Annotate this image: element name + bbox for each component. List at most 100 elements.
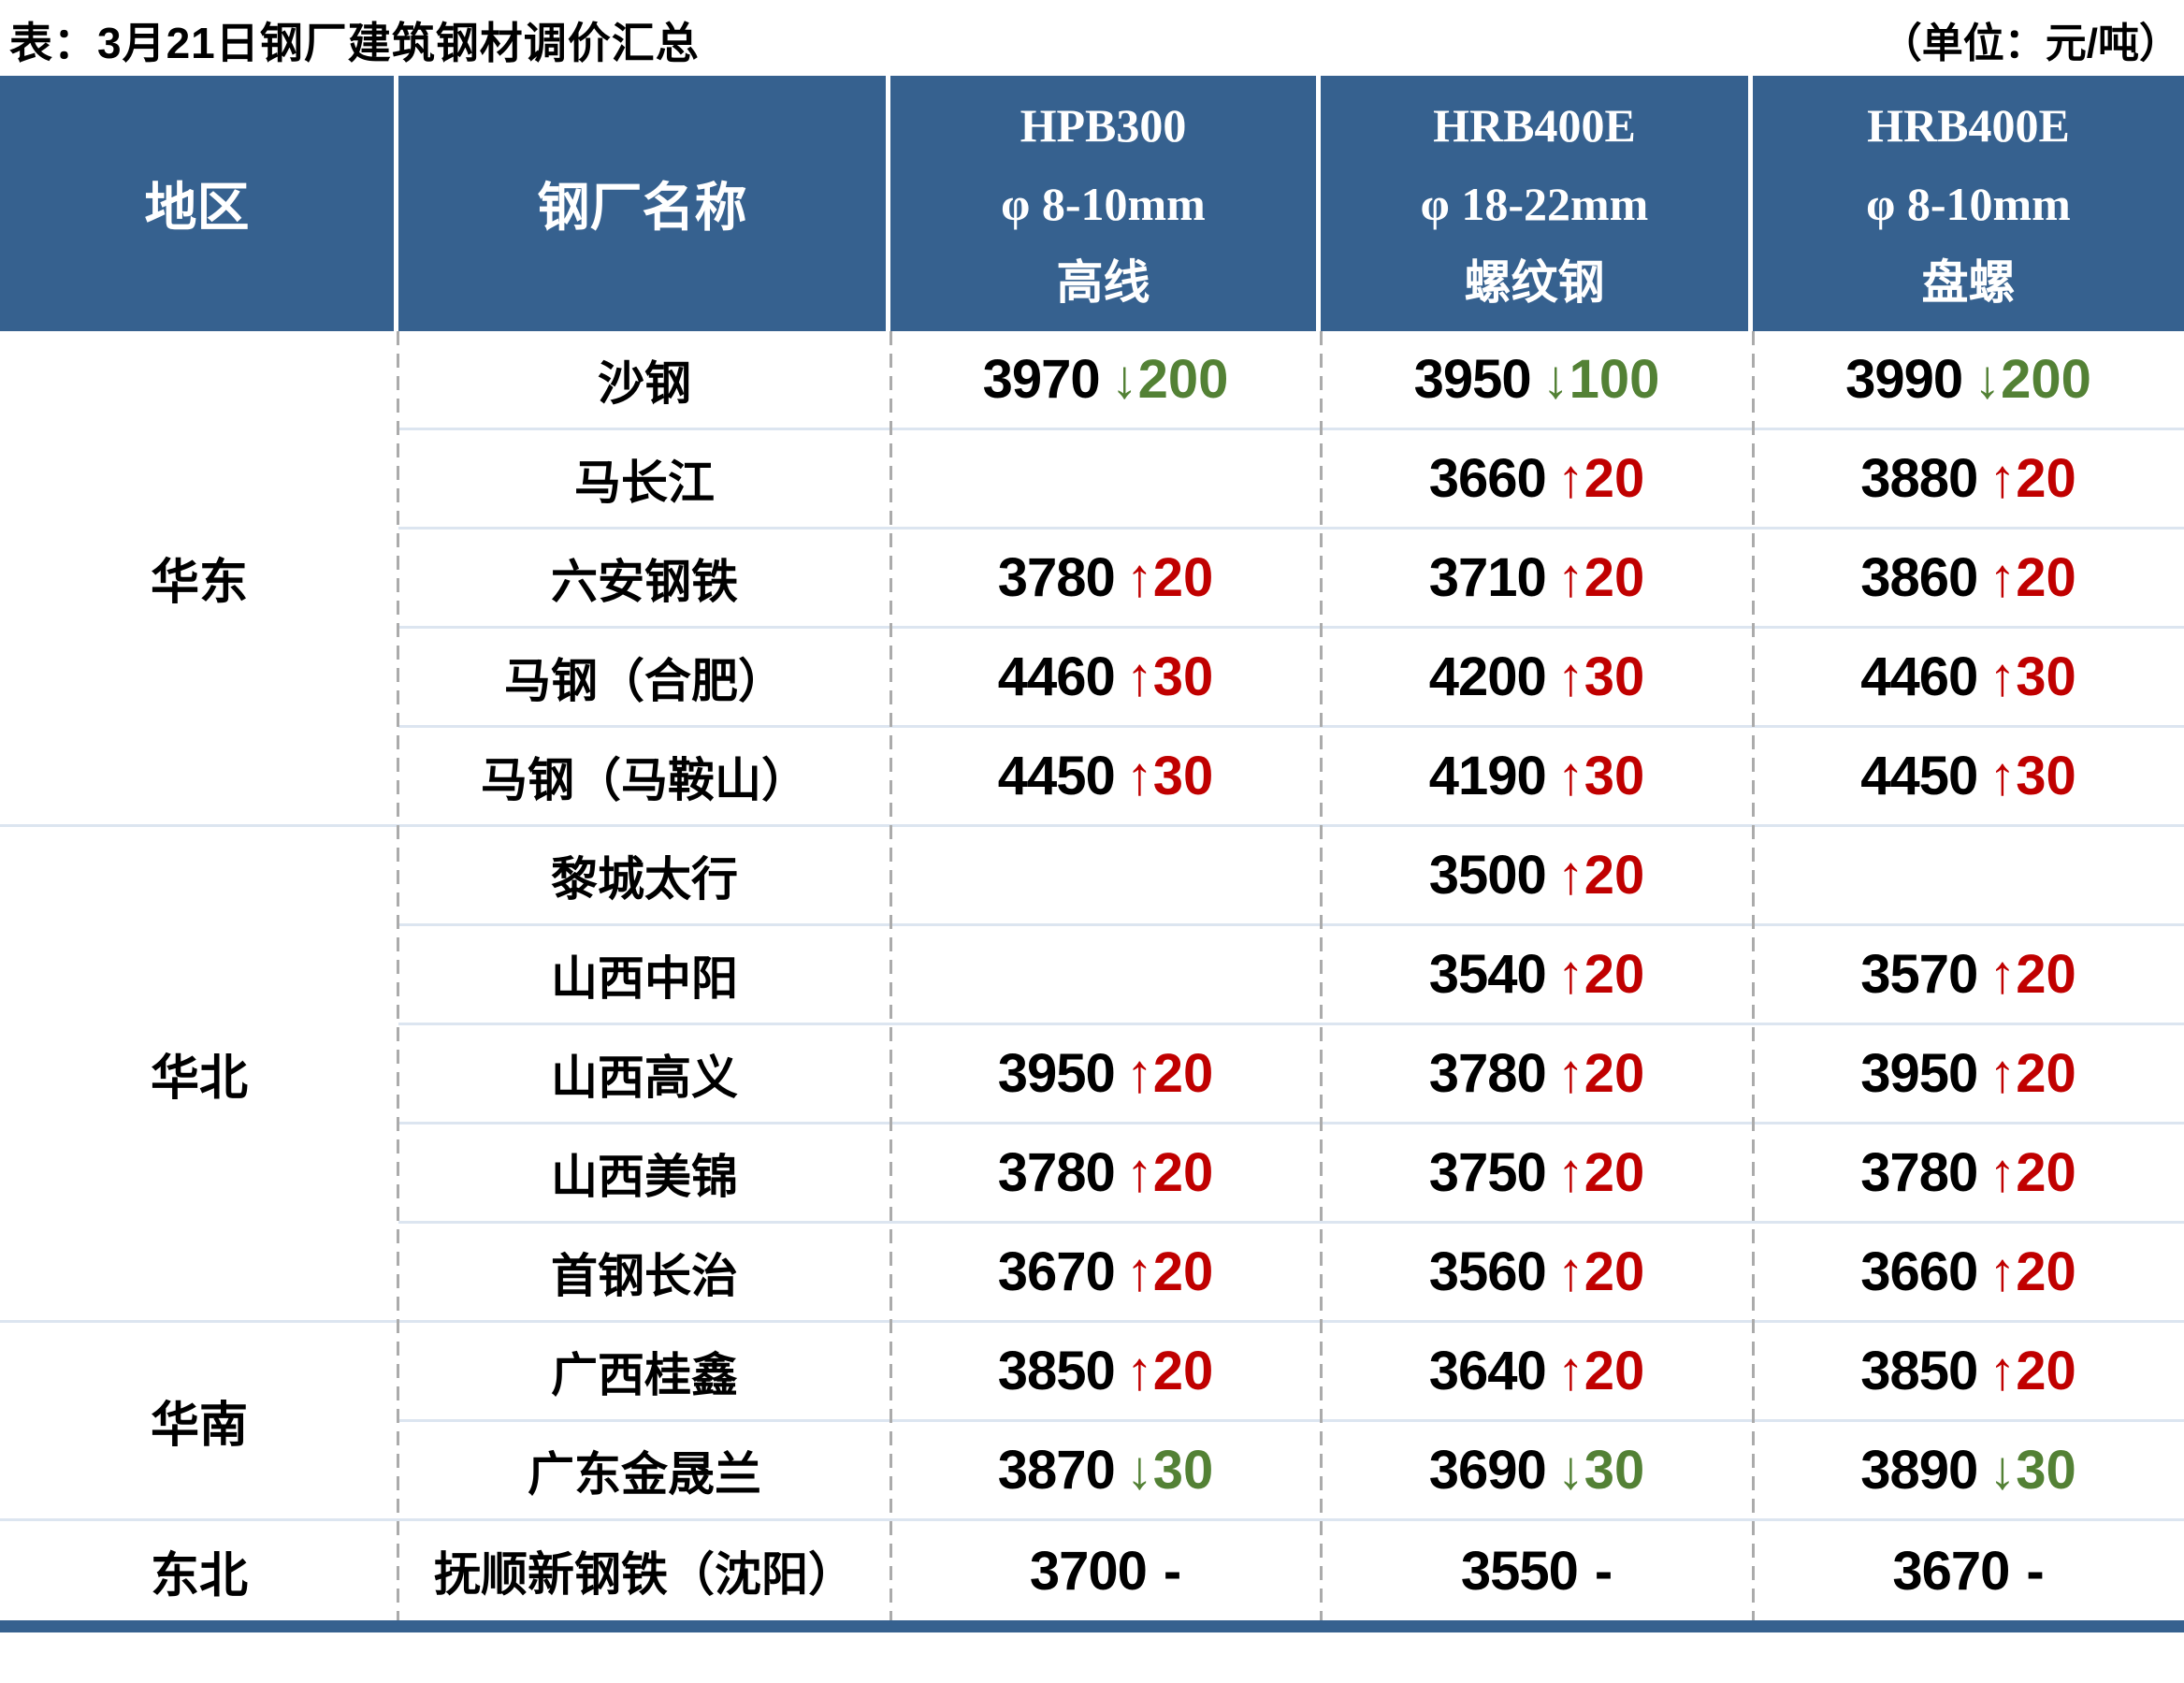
price-cell: 3660 ↑20 [1321, 430, 1753, 530]
price-cell: 3950 ↑20 [890, 1025, 1321, 1124]
mill-name-cell: 沙钢 [398, 331, 890, 430]
price-change-up: ↑30 [1125, 646, 1214, 707]
price-change-up: ↑20 [1556, 448, 1645, 509]
mill-name-cell: 马钢（合肥） [398, 629, 890, 728]
price-value: 3780 [1428, 1043, 1547, 1104]
price-cell: 3990 ↓200 [1753, 331, 2184, 430]
price-change-down: ↓30 [1125, 1440, 1214, 1501]
product-grade: HPB300 [1020, 98, 1187, 152]
price-change-flat: - [1163, 1540, 1182, 1602]
mill-name-cell: 六安钢铁 [398, 530, 890, 629]
price-change-up: ↑20 [1989, 1241, 2076, 1302]
price-cell: 3710 ↑20 [1321, 530, 1753, 629]
steel-price-table: 地区 钢厂名称 HPB300 φ 8-10mm 高线 HRB400E φ 18-… [0, 76, 2184, 1620]
price-cell: 4450 ↑30 [890, 728, 1321, 827]
price-change-down: ↓30 [1989, 1440, 2076, 1501]
mill-name-cell: 山西中阳 [398, 926, 890, 1025]
price-value: 3660 [1860, 1241, 1978, 1302]
price-value: 3880 [1860, 448, 1978, 509]
price-change-up: ↑30 [1556, 746, 1645, 806]
table-bottom-border [0, 1620, 2184, 1632]
price-value: 3780 [997, 547, 1116, 608]
price-value: 3670 [1892, 1540, 2010, 1602]
price-change-flat: - [1594, 1540, 1613, 1602]
price-value: 3780 [997, 1142, 1116, 1203]
price-cell [1753, 827, 2184, 926]
mill-name-cell: 广西桂鑫 [398, 1323, 890, 1422]
price-cell: 4190 ↑30 [1321, 728, 1753, 827]
title-bar: 表：3月21日钢厂建筑钢材调价汇总 （单位：元/吨） [0, 0, 2184, 76]
price-value: 3990 [1845, 349, 1963, 410]
mill-name-cell: 抚顺新钢铁（沈阳） [398, 1521, 890, 1620]
price-value: 4190 [1428, 746, 1547, 806]
price-value: 3750 [1428, 1142, 1547, 1203]
mill-name-cell: 黎城太行 [398, 827, 890, 926]
price-cell [890, 926, 1321, 1025]
price-cell: 3890 ↓30 [1753, 1422, 2184, 1521]
price-cell: 4460 ↑30 [890, 629, 1321, 728]
price-change-up: ↑20 [1125, 1341, 1214, 1401]
price-cell: 4200 ↑30 [1321, 629, 1753, 728]
price-change-up: ↑20 [1989, 944, 2076, 1005]
region-cell: 华北 [0, 827, 398, 1323]
price-value: 3690 [1428, 1440, 1547, 1501]
price-cell [890, 827, 1321, 926]
price-cell: 3780 ↑20 [890, 530, 1321, 629]
price-cell: 3550- [1321, 1521, 1753, 1620]
price-change-up: ↑20 [1125, 1043, 1214, 1104]
price-change-up: ↑30 [1989, 646, 2076, 707]
price-value: 3850 [1860, 1341, 1978, 1401]
price-value: 3780 [1860, 1142, 1978, 1203]
price-value: 3670 [997, 1241, 1116, 1302]
product-category: 螺纹钢 [1464, 255, 1605, 309]
price-cell: 3570 ↑20 [1753, 926, 2184, 1025]
price-change-up: ↑20 [1125, 547, 1214, 608]
price-cell: 3670 ↑20 [890, 1224, 1321, 1323]
price-change-up: ↑20 [1556, 944, 1645, 1005]
mill-name-cell: 广东金晟兰 [398, 1422, 890, 1521]
product-spec: φ 18-22mm [1420, 177, 1649, 230]
price-value: 3660 [1428, 448, 1547, 509]
price-cell: 3660 ↑20 [1753, 1224, 2184, 1323]
price-value: 4450 [1860, 746, 1978, 806]
price-value: 4460 [997, 646, 1116, 707]
price-change-flat: - [2026, 1540, 2045, 1602]
price-value: 3860 [1860, 547, 1978, 608]
price-change-up: ↑20 [1989, 547, 2076, 608]
price-cell: 3860 ↑20 [1753, 530, 2184, 629]
header-product-hrb400e-coil: HRB400E φ 8-10mm 盘螺 [1753, 76, 2184, 331]
price-value: 3640 [1428, 1341, 1547, 1401]
price-value: 3710 [1428, 547, 1547, 608]
price-change-down: ↓200 [1110, 349, 1229, 410]
mill-name-cell: 马长江 [398, 430, 890, 530]
price-change-up: ↑20 [1989, 1341, 2076, 1401]
price-cell: 3870 ↓30 [890, 1422, 1321, 1521]
price-cell: 3950 ↓100 [1321, 331, 1753, 430]
price-value: 3540 [1428, 944, 1547, 1005]
region-cell: 东北 [0, 1521, 398, 1620]
mill-name-cell: 首钢长治 [398, 1224, 890, 1323]
price-value: 3950 [1860, 1043, 1978, 1104]
mill-name-cell: 山西美锦 [398, 1124, 890, 1224]
price-value: 4200 [1428, 646, 1547, 707]
price-value: 3870 [997, 1440, 1116, 1501]
price-change-up: ↑30 [1125, 746, 1214, 806]
price-cell: 3690 ↓30 [1321, 1422, 1753, 1521]
price-cell: 3500 ↑20 [1321, 827, 1753, 926]
header-mill-name: 钢厂名称 [398, 76, 890, 331]
product-grade: HRB400E [1867, 98, 2070, 152]
price-cell: 3750 ↑20 [1321, 1124, 1753, 1224]
price-value: 3550 [1460, 1540, 1579, 1602]
price-cell: 3780 ↑20 [1321, 1025, 1753, 1124]
price-cell: 3670- [1753, 1521, 2184, 1620]
price-change-up: ↑20 [1989, 448, 2076, 509]
price-value: 3700 [1029, 1540, 1148, 1602]
price-change-up: ↑20 [1556, 1142, 1645, 1203]
price-value: 3890 [1860, 1440, 1978, 1501]
price-value: 3850 [997, 1341, 1116, 1401]
price-value: 3500 [1428, 845, 1547, 906]
price-change-down: ↓100 [1541, 349, 1660, 410]
product-spec: φ 8-10mm [1001, 177, 1206, 230]
price-cell: 4450 ↑30 [1753, 728, 2184, 827]
